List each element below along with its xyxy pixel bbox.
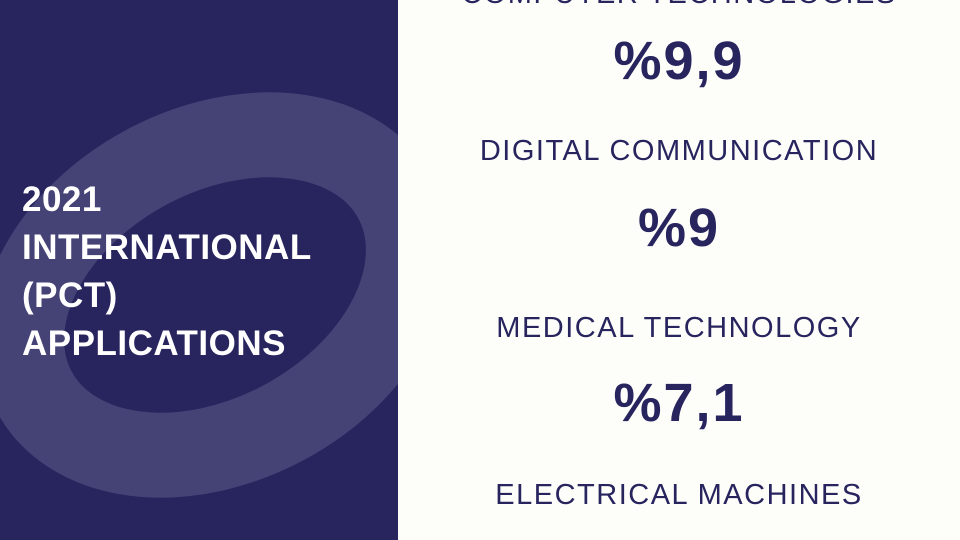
stat-label: ELECTRICAL MACHINES (398, 479, 960, 512)
stat-label: COMPUTER TECHNOLOGIES (398, 0, 960, 11)
title-line: 2021 (22, 176, 312, 224)
stat-label: DIGITAL COMMUNICATION (398, 135, 960, 168)
title-panel: 2021 INTERNATIONAL (PCT) APPLICATIONS (0, 0, 398, 540)
title-line: (PCT) (22, 272, 312, 320)
stat-value: %7,1 (398, 372, 960, 434)
title-line: INTERNATIONAL (22, 224, 312, 272)
stat-value: %9,9 (398, 30, 960, 92)
stat-label: MEDICAL TECHNOLOGY (398, 312, 960, 345)
stat-value: %9 (398, 197, 960, 259)
title-line: APPLICATIONS (22, 320, 312, 368)
panel-title: 2021 INTERNATIONAL (PCT) APPLICATIONS (22, 176, 312, 368)
